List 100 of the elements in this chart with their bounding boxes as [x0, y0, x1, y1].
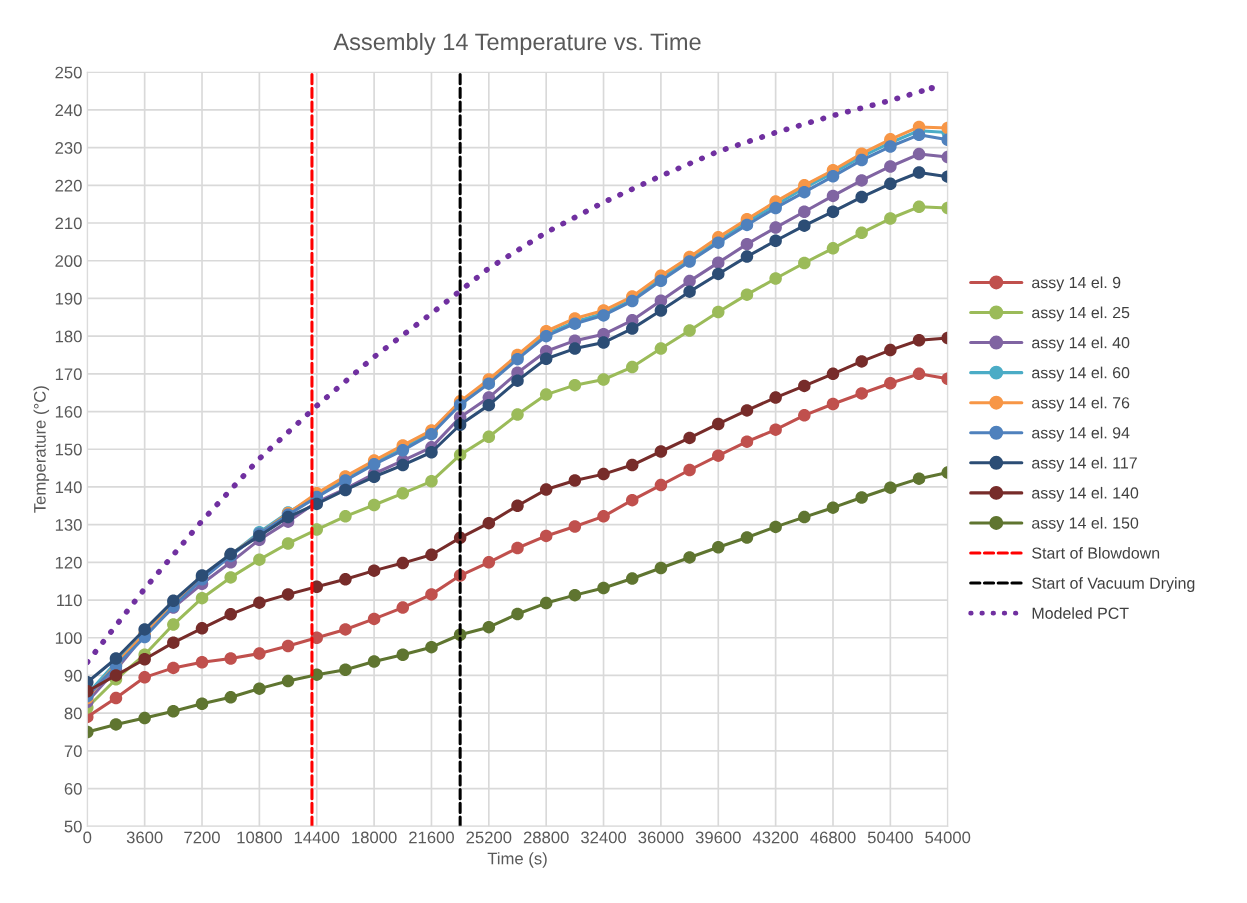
point — [740, 404, 754, 417]
point — [281, 588, 295, 601]
point — [253, 553, 266, 566]
point — [539, 529, 553, 543]
y-tick-label: 230 — [55, 142, 82, 154]
point — [167, 661, 180, 675]
point — [654, 478, 668, 492]
y-tick-label: 70 — [64, 745, 82, 758]
point — [367, 470, 381, 484]
point — [769, 391, 782, 404]
point — [712, 305, 725, 319]
x-tick-label: 18000 — [352, 831, 397, 844]
y-tick-label: 90 — [64, 669, 82, 682]
y-tick-label: 130 — [55, 519, 82, 531]
point — [597, 373, 610, 386]
point — [138, 671, 151, 684]
point — [539, 483, 553, 496]
y-tick-label: 190 — [55, 292, 82, 305]
x-tick-label: 46800 — [810, 831, 856, 844]
point — [224, 691, 237, 704]
x-tick-label: 21600 — [409, 831, 454, 844]
point — [167, 636, 180, 649]
point — [367, 564, 381, 577]
x-axis-title: Time (s) — [487, 852, 547, 868]
point — [683, 551, 696, 564]
point — [138, 711, 151, 725]
point — [511, 541, 524, 555]
legend-label: Start of Blowdown — [1032, 547, 1160, 559]
point — [396, 487, 410, 500]
point — [654, 342, 668, 355]
x-tick-label: 25200 — [466, 831, 512, 844]
legend-label: assy 14 el. 40 — [1032, 336, 1130, 352]
point — [798, 185, 811, 199]
point — [740, 250, 754, 263]
x-tick-label: 32400 — [581, 831, 627, 844]
x-tick-label: 39600 — [695, 831, 741, 844]
point — [798, 205, 811, 218]
point — [109, 718, 123, 731]
legend-label: assy 14 el. 150 — [1032, 516, 1139, 532]
point — [769, 272, 782, 285]
point — [654, 304, 668, 317]
point — [195, 591, 209, 605]
point — [826, 397, 840, 411]
point — [425, 446, 438, 459]
point — [769, 221, 782, 234]
point — [597, 581, 610, 595]
x-tick-label: 3600 — [126, 831, 163, 844]
point — [826, 367, 840, 381]
point — [798, 219, 811, 232]
point — [367, 612, 381, 626]
point — [568, 342, 582, 355]
y-tick-label: 210 — [55, 217, 82, 230]
point — [511, 408, 524, 421]
point — [769, 423, 782, 436]
point — [826, 170, 840, 183]
point — [928, 84, 935, 92]
point — [281, 674, 295, 688]
point — [654, 561, 668, 575]
point — [855, 387, 868, 400]
y-tick-label: 220 — [55, 179, 82, 192]
y-tick-label: 170 — [55, 368, 82, 381]
point — [425, 640, 438, 654]
point — [109, 669, 123, 682]
point — [253, 647, 266, 660]
point — [912, 200, 926, 214]
point — [912, 147, 926, 161]
point — [855, 491, 868, 504]
point — [167, 618, 180, 631]
y-tick-label: 180 — [55, 330, 82, 343]
point — [568, 520, 582, 533]
point — [912, 472, 926, 485]
point — [798, 256, 811, 270]
legend-label: assy 14 el. 25 — [1032, 306, 1130, 322]
point — [769, 234, 782, 248]
point — [683, 431, 696, 445]
point — [912, 128, 926, 142]
point — [855, 153, 868, 167]
x-tick-label: 14400 — [294, 831, 340, 844]
point — [224, 571, 237, 584]
x-tick-label: 0 — [83, 831, 92, 844]
point — [798, 510, 811, 524]
point — [740, 531, 754, 544]
x-tick-label: 50400 — [867, 831, 913, 844]
legend-label: Modeled PCT — [1032, 607, 1129, 619]
point — [195, 622, 209, 635]
point — [167, 705, 180, 718]
point — [482, 620, 496, 634]
point — [625, 572, 639, 585]
chart-title: Assembly 14 Temperature vs. Time — [333, 32, 701, 55]
point — [425, 548, 438, 562]
point — [826, 205, 840, 218]
point — [625, 493, 639, 507]
y-tick-label: 150 — [55, 443, 82, 456]
point — [884, 140, 897, 153]
point — [625, 322, 639, 335]
point — [625, 360, 639, 374]
point — [511, 499, 524, 513]
point — [511, 607, 524, 621]
point — [281, 537, 295, 550]
point — [109, 691, 123, 705]
